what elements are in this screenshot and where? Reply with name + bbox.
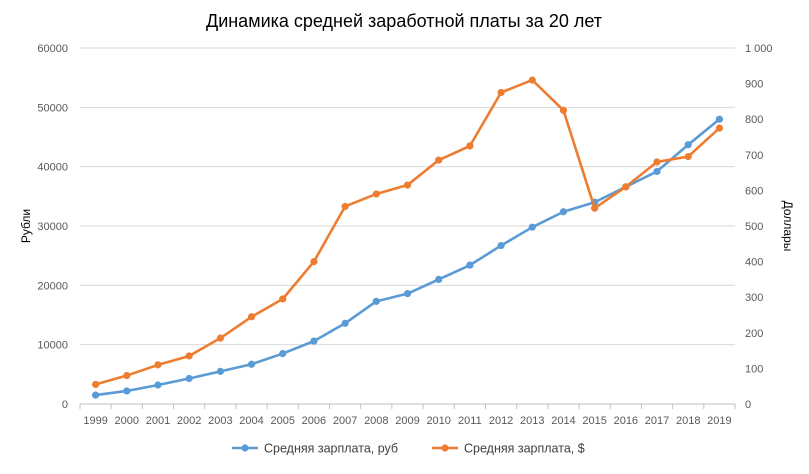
data-point [372,297,380,305]
data-point [185,374,193,383]
x-tick-label: 2008 [364,415,388,427]
x-tick-label: 2012 [489,415,513,427]
data-point [497,88,505,97]
x-tick-label: 2000 [115,415,139,427]
data-point [528,223,536,231]
y-left-tick-label: 30000 [37,221,68,233]
x-tick-label: 2007 [333,415,357,427]
x-tick-label: 2001 [146,415,170,427]
data-point [154,361,162,369]
data-point [559,208,568,216]
axes: 0 10000 20000 30000 40000 50000 60000 0 100 200 30… [37,43,772,427]
data-point [435,275,443,283]
data-point [684,152,692,161]
x-tick-label: 2009 [395,415,419,427]
data-point [559,106,568,114]
x-tick-label: 2013 [520,415,544,427]
x-tick-label: 2017 [645,415,669,427]
y-left-tick-label: 60000 [37,43,68,55]
data-point [91,380,100,389]
y-axis-right-label: Доллары [781,201,795,252]
data-point [216,334,224,342]
data-point [372,190,380,198]
data-point [653,167,661,176]
data-point [185,352,193,360]
y-right-tick-label: 400 [745,257,763,269]
data-point [154,381,162,389]
data-point [279,349,287,358]
data-point [653,158,661,166]
data-point [123,371,131,380]
legend: Средняя зарплата, руб Средняя зарплата, $ [232,442,585,456]
data-point [466,142,474,150]
data-point [684,141,692,149]
data-point [715,115,724,123]
x-tick-label: 2003 [208,415,232,427]
y-right-tick-label: 200 [745,328,763,340]
y-left-tick-label: 20000 [37,280,68,292]
data-point [528,76,536,84]
x-tick-label: 2004 [239,415,263,427]
y-right-tick-label: 900 [745,79,763,91]
x-tick-label: 2002 [177,415,201,427]
data-point [403,181,412,189]
data-point [497,241,505,250]
x-tick-label: 2011 [458,415,482,427]
data-point [622,183,630,191]
y-right-tick-label: 1 000 [745,43,773,55]
legend-label: Средняя зарплата, руб [264,442,398,456]
y-left-tick-label: 10000 [37,340,68,352]
x-tick-label: 2019 [707,415,731,427]
data-point [435,156,443,164]
x-tick-label: 2015 [582,415,606,427]
y-right-tick-label: 100 [745,363,763,375]
legend-label: Средняя зарплата, $ [464,442,585,456]
data-point [247,360,256,368]
legend-item: Средняя зарплата, $ [432,442,585,456]
y-right-tick-label: 700 [745,150,763,162]
chart-title: Динамика средней заработной платы за 20 … [206,11,602,31]
data-point [247,313,256,321]
gridlines [80,47,735,405]
y-axis-left-label: Рубли [19,209,33,243]
data-point [216,367,224,375]
y-right-tick-label: 800 [745,114,763,126]
x-tick-label: 2014 [551,415,575,427]
data-point [123,387,131,395]
y-left-tick-label: 40000 [37,162,68,174]
y-right-tick-label: 300 [745,292,763,304]
series-2 [91,76,724,389]
y-left-tick-label: 0 [62,399,68,411]
data-point [310,258,318,266]
y-right-tick-label: 0 [745,399,751,411]
y-right-tick-label: 500 [745,221,763,233]
x-tick-label: 2016 [614,415,638,427]
data-point [341,202,349,211]
y-left-tick-label: 50000 [37,102,68,114]
x-tick-label: 2006 [302,415,326,427]
legend-item: Средняя зарплата, руб [232,442,398,456]
series-line [95,78,721,386]
data-point [341,319,349,327]
data-point [91,391,100,399]
y-right-tick-label: 600 [745,185,763,197]
x-tick-label: 2005 [270,415,294,427]
x-tick-label: 2018 [676,415,700,427]
legend-swatch-marker [241,444,249,452]
series-layer [91,76,724,399]
data-point [279,295,287,303]
data-point [466,261,474,269]
data-point [310,337,318,345]
data-point [403,290,412,298]
legend-swatch-marker [441,444,449,452]
data-point [591,204,599,212]
data-point [715,124,724,132]
x-tick-label: 2010 [426,415,450,427]
x-tick-label: 1999 [83,415,107,427]
